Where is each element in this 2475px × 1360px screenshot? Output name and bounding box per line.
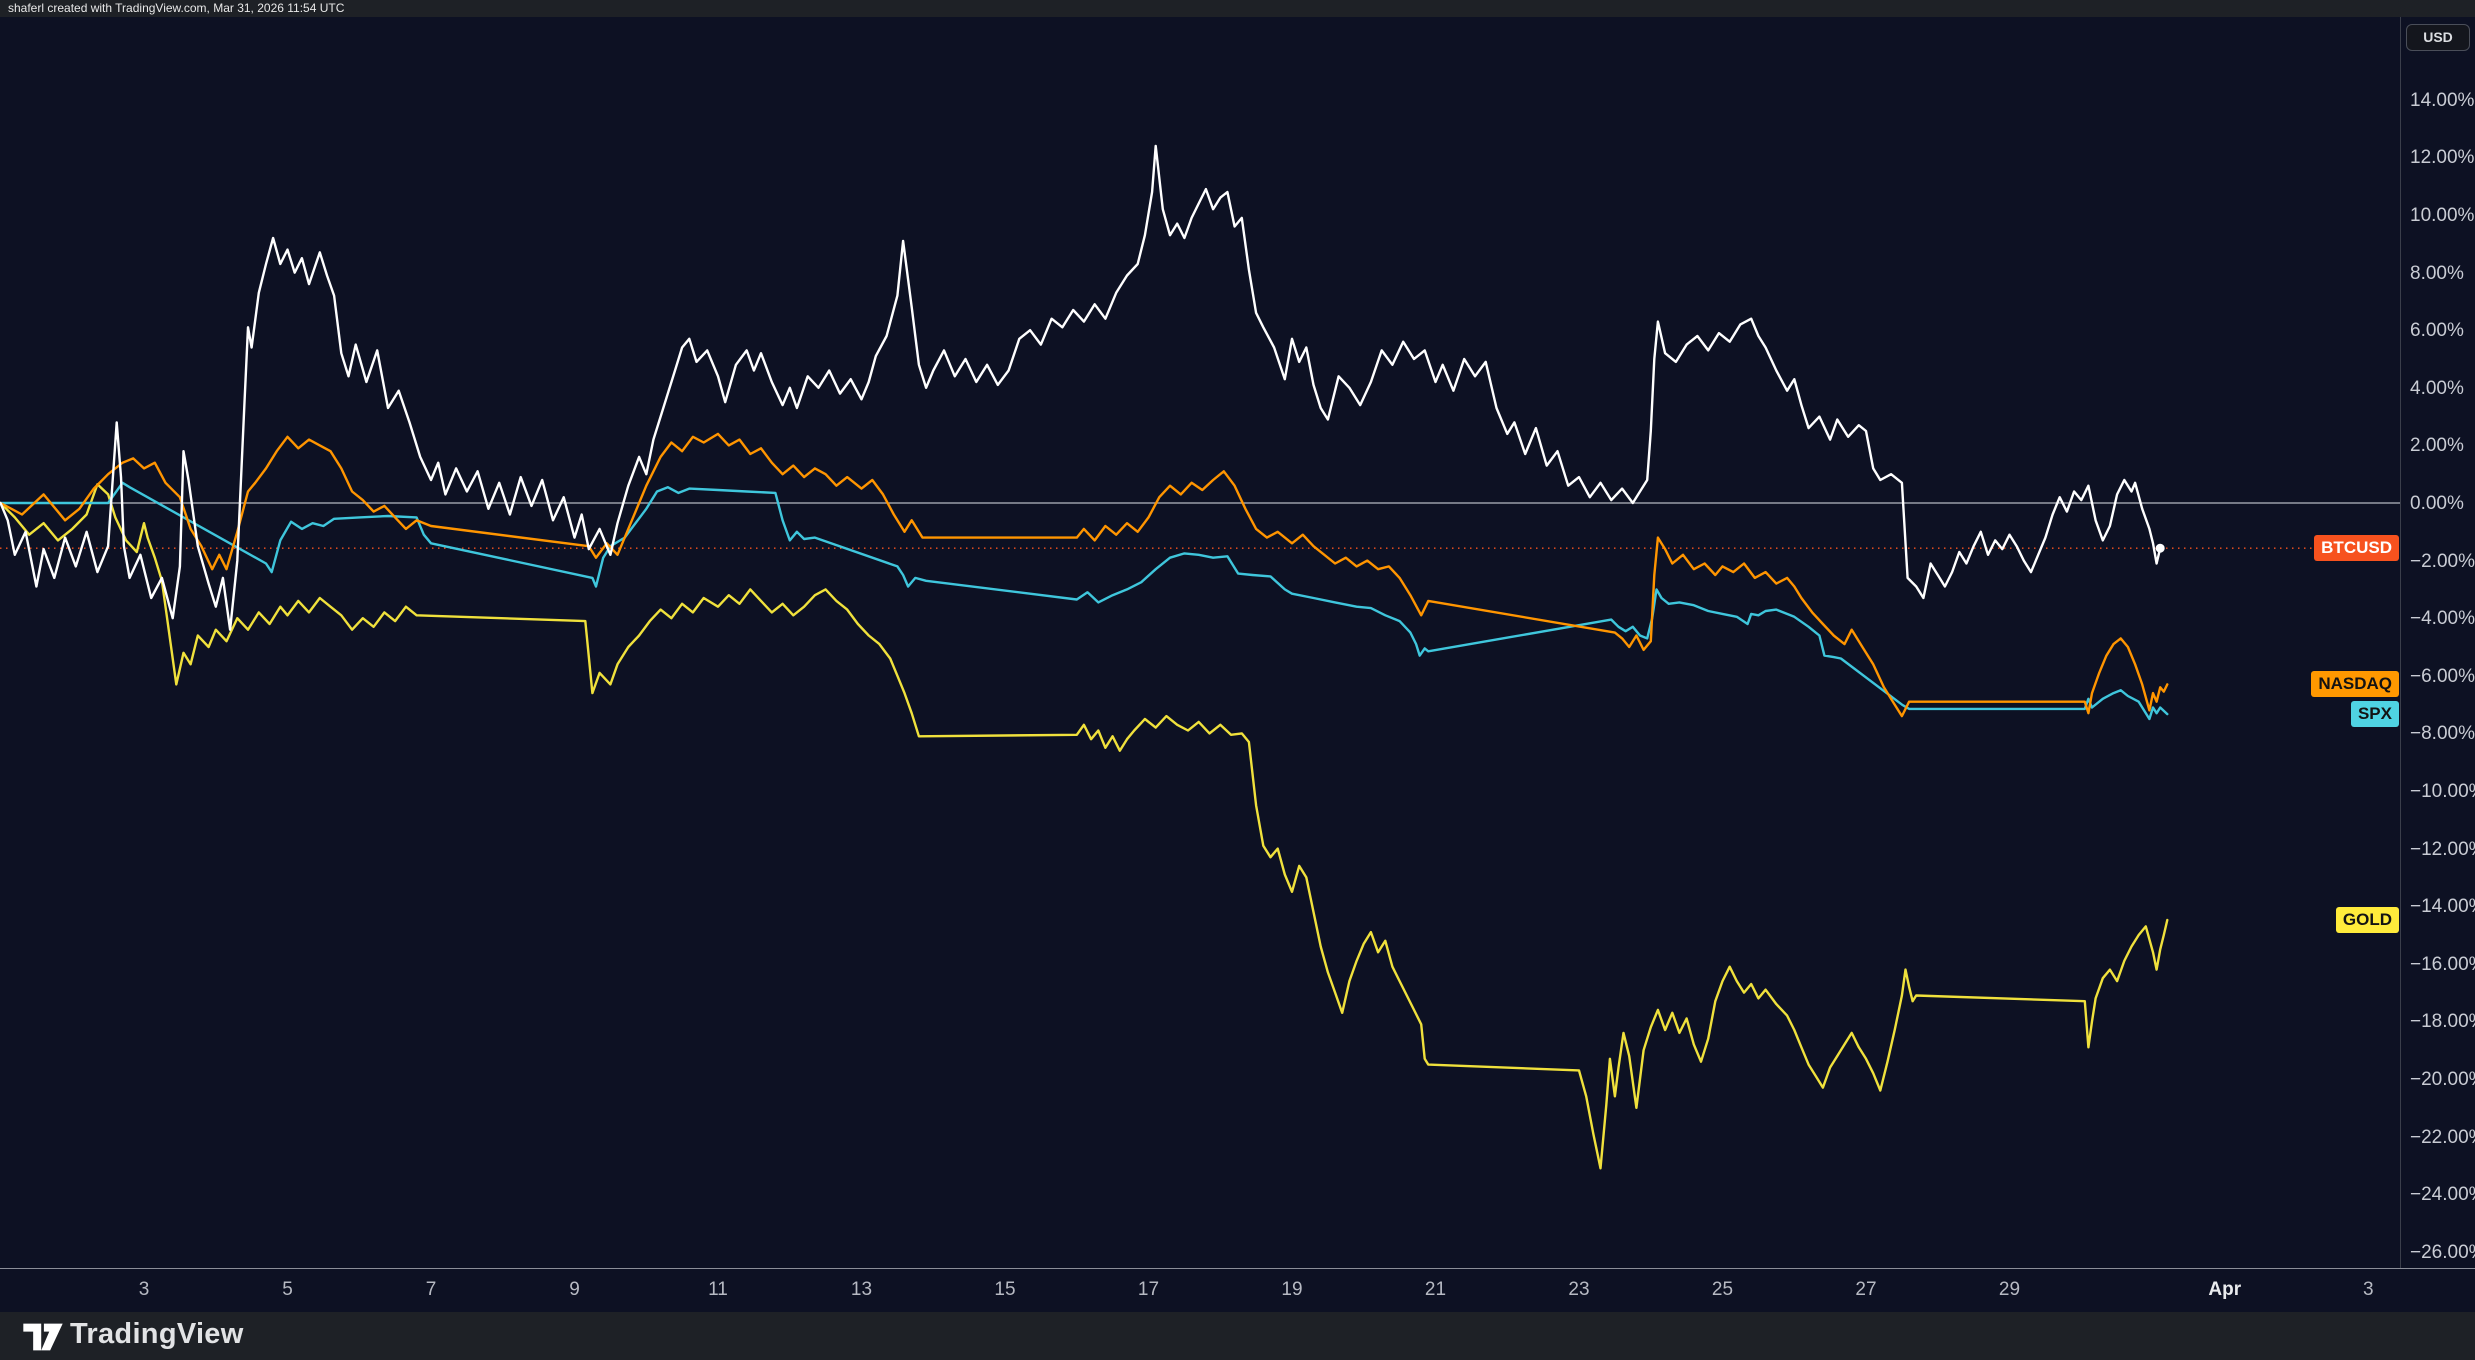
attribution-bar: shaferl created with TradingView.com, Ma… (0, 0, 2475, 17)
y-tick-label: −24.00% (2410, 1184, 2475, 1206)
y-tick-label: −6.00% (2410, 665, 2475, 687)
symbol-badge-gold: GOLD (2335, 907, 2399, 934)
x-tick-label: 3 (2362, 1279, 2374, 1300)
x-tick-label: 29 (1998, 1279, 2021, 1300)
y-tick-label: −14.00% (2410, 896, 2475, 918)
x-tick-label: 7 (425, 1279, 437, 1300)
x-tick-label: 19 (1281, 1279, 1303, 1300)
x-tick-label: 11 (708, 1279, 728, 1300)
symbol-badge-btcusd: BTCUSD (2314, 535, 2399, 562)
price-scale[interactable]: USD 14.00% 12.00% 10.00% 8.00% 6.00% 4.00% 2.0… (2400, 17, 2475, 1312)
series-line-btcusd (0, 144, 2162, 631)
x-tick-label: 21 (1424, 1279, 1447, 1300)
attribution-text: shaferl created with TradingView.com, Ma… (8, 1, 345, 15)
series-line-nasdaq (0, 432, 2169, 718)
chart-pane[interactable] (0, 17, 2400, 1268)
symbol-badge-spx: SPX (2350, 701, 2399, 728)
x-tick-label: 13 (850, 1279, 873, 1300)
y-tick-label: 14.00% (2410, 89, 2475, 111)
series-line-gold (0, 483, 2169, 1170)
price-plot (0, 144, 2400, 1170)
x-tick-label: 17 (1137, 1279, 1160, 1300)
btcusd-last-price-dot (2155, 543, 2165, 553)
y-tick-label: 8.00% (2410, 262, 2464, 284)
y-tick-label: −10.00% (2410, 781, 2475, 802)
x-tick-label: 27 (1855, 1279, 1877, 1300)
x-tick-label: 9 (569, 1279, 580, 1300)
brand-wordmark: TradingView (70, 1318, 244, 1350)
symbol-badge-nasdaq: NASDAQ (2311, 671, 2399, 698)
x-tick-label: 25 (1711, 1279, 1734, 1300)
y-tick-label: 10.00% (2410, 205, 2475, 226)
x-tick-label: 5 (282, 1279, 293, 1300)
y-tick-label: 12.00% (2410, 147, 2475, 169)
y-tick-label: −16.00% (2410, 953, 2475, 975)
y-tick-label: −4.00% (2410, 608, 2475, 630)
x-tick-label: Apr (2208, 1279, 2242, 1300)
y-tick-label: 4.00% (2410, 377, 2464, 399)
y-tick-label: 6.00% (2410, 320, 2464, 342)
brand-bar: TradingView (0, 1312, 2475, 1360)
tradingview-logo-icon (23, 1323, 63, 1351)
y-tick-label: −18.00% (2410, 1011, 2475, 1033)
y-tick-label: 0.00% (2410, 493, 2464, 514)
x-tick-label: 3 (138, 1279, 150, 1300)
y-tick-label: −26.00% (2410, 1241, 2475, 1263)
y-tick-label: −8.00% (2410, 723, 2475, 745)
y-tick-label: 2.00% (2410, 435, 2464, 457)
y-tick-label: −22.00% (2410, 1126, 2475, 1148)
time-scale[interactable]: 3 5 7 9 11 13 15 17 19 21 23 25 27 29 Apr 3 (0, 1268, 2475, 1313)
y-tick-label: −20.00% (2410, 1069, 2475, 1090)
y-tick-label: −12.00% (2410, 838, 2475, 860)
y-tick-label: −2.00% (2410, 550, 2475, 572)
x-tick-label: 23 (1568, 1279, 1590, 1300)
currency-usd-button[interactable]: USD (2406, 24, 2470, 51)
x-tick-label: 15 (994, 1279, 1016, 1300)
series-line-spx (0, 481, 2169, 721)
